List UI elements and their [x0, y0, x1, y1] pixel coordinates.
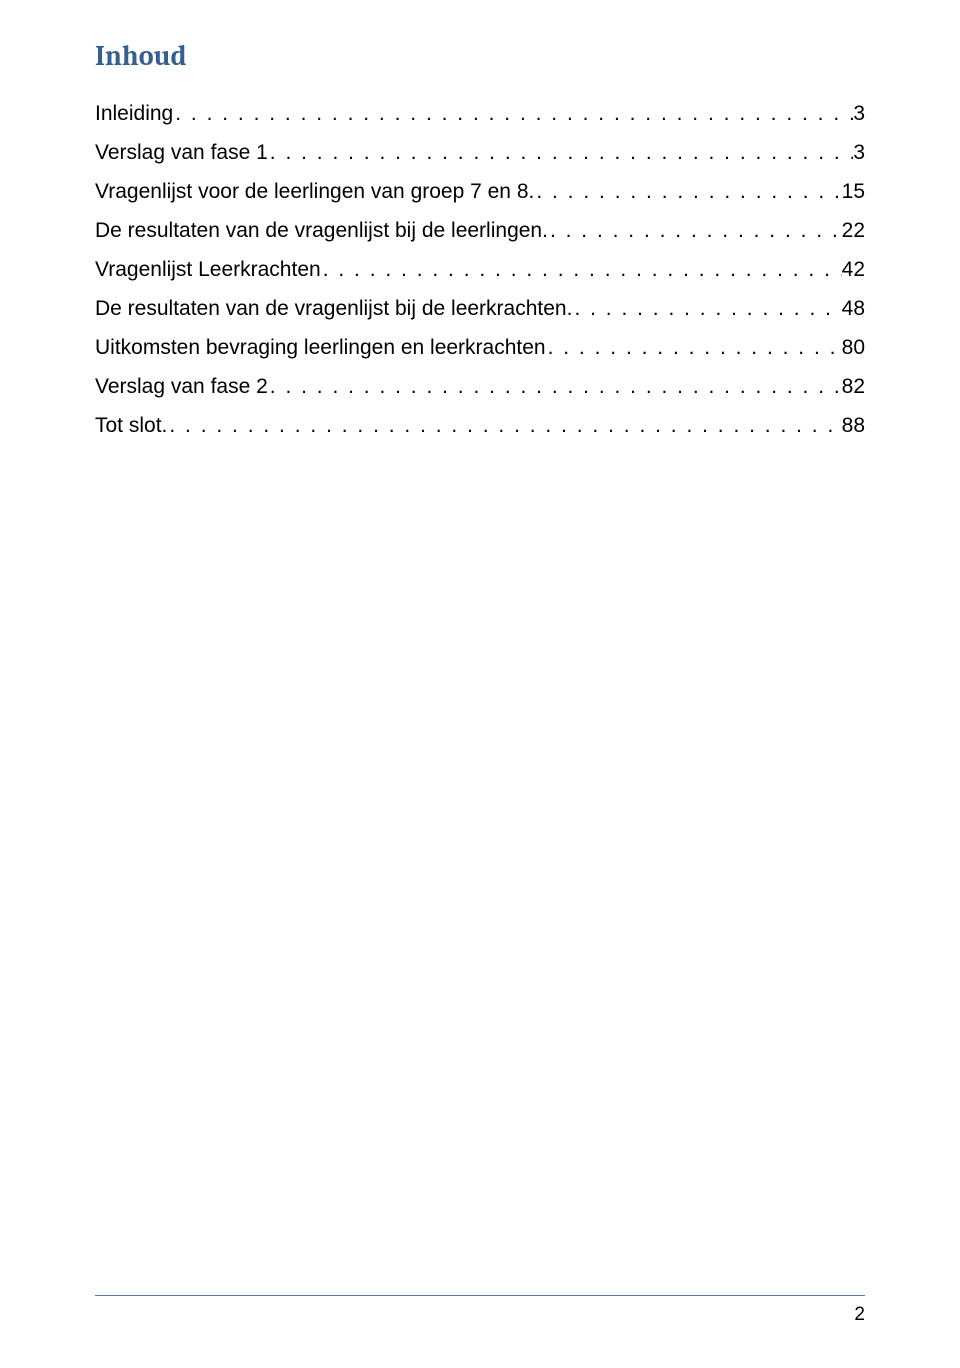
- toc-entry-page: 80: [842, 336, 865, 360]
- toc-row: Inleiding . . . . . . . . . . . . . . . …: [95, 102, 865, 126]
- toc-entry-page: 42: [842, 258, 865, 282]
- page: Inhoud Inleiding . . . . . . . . . . . .…: [0, 0, 960, 1368]
- footer-rule: [95, 1295, 865, 1296]
- toc-entry-label: Vragenlijst Leerkrachten: [95, 258, 321, 282]
- toc-leader: . . . . . . . . . . . . . . . . . . . . …: [167, 414, 841, 438]
- toc-entry-page: 3: [853, 141, 865, 165]
- page-number: 2: [854, 1304, 865, 1326]
- toc-entry-page: 3: [853, 102, 865, 126]
- toc-row: Vragenlijst voor de leerlingen van groep…: [95, 180, 865, 204]
- toc-row: Uitkomsten bevraging leerlingen en leerk…: [95, 336, 865, 360]
- toc-entry-page: 15: [842, 180, 865, 204]
- toc-leader: . . . . . . . . . . . . . . . . . . . . …: [548, 219, 842, 243]
- toc-row: Verslag van fase 2 . . . . . . . . . . .…: [95, 375, 865, 399]
- toc-leader: . . . . . . . . . . . . . . . . . . . . …: [321, 258, 842, 282]
- toc-entry-label: De resultaten van de vragenlijst bij de …: [95, 297, 572, 321]
- toc-entry-page: 48: [842, 297, 865, 321]
- toc-entry-page: 22: [842, 219, 865, 243]
- toc-entry-page: 88: [842, 414, 865, 438]
- toc-leader: . . . . . . . . . . . . . . . . . . . . …: [268, 141, 854, 165]
- toc-entry-label: Verslag van fase 2: [95, 375, 268, 399]
- toc-leader: . . . . . . . . . . . . . . . . . . . . …: [173, 102, 853, 126]
- toc-heading: Inhoud: [95, 40, 865, 72]
- toc-row: Tot slot. . . . . . . . . . . . . . . . …: [95, 414, 865, 438]
- toc-leader: . . . . . . . . . . . . . . . . . . . . …: [546, 336, 842, 360]
- toc-entry-label: Tot slot.: [95, 414, 167, 438]
- toc-leader: . . . . . . . . . . . . . . . . . . . . …: [572, 297, 841, 321]
- toc-entry-label: Verslag van fase 1: [95, 141, 268, 165]
- toc-entry-label: Uitkomsten bevraging leerlingen en leerk…: [95, 336, 546, 360]
- toc-leader: . . . . . . . . . . . . . . . . . . . . …: [534, 180, 841, 204]
- toc-row: Verslag van fase 1 . . . . . . . . . . .…: [95, 141, 865, 165]
- toc-entry-label: De resultaten van de vragenlijst bij de …: [95, 219, 548, 243]
- table-of-contents: Inleiding . . . . . . . . . . . . . . . …: [95, 102, 865, 438]
- toc-row: De resultaten van de vragenlijst bij de …: [95, 297, 865, 321]
- toc-leader: . . . . . . . . . . . . . . . . . . . . …: [268, 375, 842, 399]
- toc-row: De resultaten van de vragenlijst bij de …: [95, 219, 865, 243]
- toc-entry-label: Vragenlijst voor de leerlingen van groep…: [95, 180, 534, 204]
- toc-entry-page: 82: [842, 375, 865, 399]
- toc-row: Vragenlijst Leerkrachten . . . . . . . .…: [95, 258, 865, 282]
- toc-entry-label: Inleiding: [95, 102, 173, 126]
